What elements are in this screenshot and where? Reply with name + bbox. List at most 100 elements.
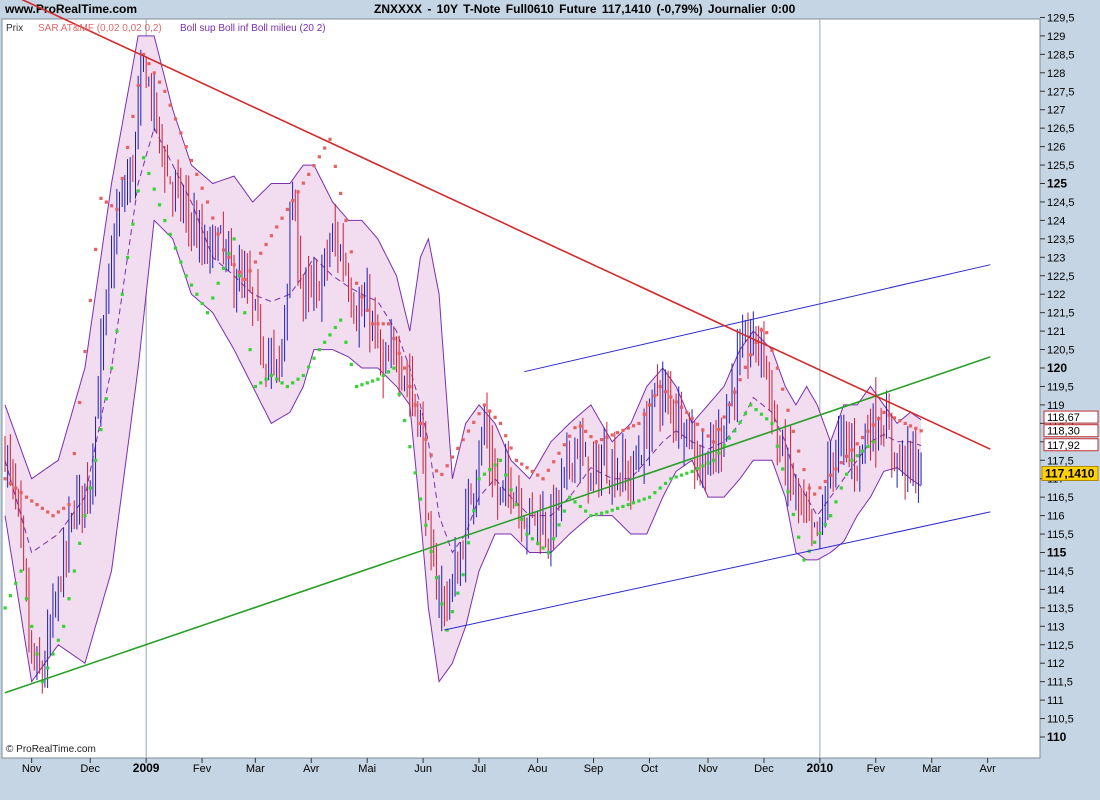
sar-dot-down [919,429,923,433]
sar-dot-up [690,469,694,474]
sar-dot-down [663,390,668,394]
sar-dot-down [871,423,875,427]
sar-dot-up [493,463,497,467]
sar-dot-down [621,428,625,432]
sar-dot-up [344,340,348,344]
sar-dot-down [781,387,785,391]
sar-dot-up [46,666,50,670]
y-tick-label: 110,5 [1047,714,1074,726]
sar-dot-up [205,311,210,315]
sar-dot-down [333,164,337,168]
sar-dot-up [647,495,652,499]
sar-dot-up [626,503,630,507]
x-tick-label: 2010 [807,761,834,775]
sar-dot-down [568,434,572,438]
sar-dot-down [679,405,684,409]
sar-dot-down [3,477,7,481]
y-tick-label: 127,5 [1047,86,1075,98]
price-box [1043,424,1099,438]
sar-dot-down [876,417,881,421]
sar-dot-down [552,460,556,464]
sar-dot-down [141,52,146,57]
sar-dots [3,52,923,684]
sar-dot-down [349,250,353,254]
sar-dot-down [770,348,774,352]
sar-dot-down [829,473,833,477]
sar-dot-up [232,237,236,241]
y-tick-label: 116 [1047,511,1065,523]
sar-dot-down [573,426,577,430]
y-tick-label: 124 [1047,215,1065,227]
sar-dot-down [541,477,545,481]
sar-dot-down [818,486,822,490]
sar-dot-up [509,488,513,492]
sar-dot-down [30,499,34,503]
sar-dot-up [216,281,220,285]
sar-dot-down [115,207,119,212]
sar-dot-down [706,434,710,438]
sar-dot-up [488,467,492,472]
indicator-legend: Prix SAR AT&MF (0,02 0,02 0,2) Boll sup … [6,23,326,34]
sar-dot-up [663,481,668,486]
sar-dot-up [440,602,444,606]
sar-dot-down [525,466,529,470]
sar-dot-up [466,541,471,545]
sar-dot-up [669,477,673,481]
sar-dot-down [594,440,598,444]
sar-dot-down [312,164,316,168]
sar-dot-down [887,413,891,417]
sar-dot-up [179,260,183,264]
sar-dot-up [871,440,875,444]
sar-dot-up [280,381,284,385]
x-tick-label: Oct [641,763,658,775]
sar-dot-down [882,410,886,414]
bollinger-middle [4,126,922,554]
sar-dot-down [275,225,279,229]
price-bars [4,49,922,694]
y-tick-label: 114,5 [1047,566,1074,578]
y-tick-label: 123,5 [1047,234,1075,246]
sar-dot-down [456,446,460,451]
site-name[interactable]: www.ProRealTime.com [5,2,138,16]
sar-dot-up [653,491,657,495]
bollinger-fill [5,35,922,682]
sar-dot-up [685,471,689,475]
sar-dot-up [802,558,806,562]
sar-dot-up [317,348,321,352]
sar-dot-down [51,514,55,518]
sar-dot-down [291,199,295,203]
sar-dot-down [296,190,300,194]
sar-dot-up [743,412,748,416]
sar-dot-down [99,196,103,200]
sar-dot-down [56,510,60,514]
sar-dot-down [78,400,82,405]
sar-dot-down [775,366,779,370]
sar-dot-down [46,510,50,514]
y-tick-label: 113,5 [1047,603,1074,615]
sar-dot-up [259,381,263,385]
y-tick-label: 119,5 [1047,381,1074,393]
sar-dot-down [898,419,902,423]
sar-dot-up [711,458,716,462]
sar-dot-down [94,247,98,252]
sar-dot-up [727,436,732,440]
sar-dot-down [72,451,76,456]
sar-dot-up [600,511,604,515]
sar-dot-up [504,473,508,477]
sar-dot-up [765,417,769,421]
sar-dot-down [83,349,87,354]
sar-dot-down [253,260,258,264]
sar-dot-up [24,597,29,601]
y-tick-label: 112,5 [1047,640,1074,652]
sar-dot-up [408,445,412,449]
sar-dot-up [83,514,87,518]
sar-dot-down [269,234,273,238]
sar-dot-up [147,171,151,176]
y-tick-label: 110 [1047,730,1067,744]
sar-dot-up [552,537,556,541]
sar-dot-down [791,429,795,433]
x-tick-label: Avr [303,763,320,775]
sar-dot-up [472,509,476,513]
sar-dot-up [733,429,737,433]
